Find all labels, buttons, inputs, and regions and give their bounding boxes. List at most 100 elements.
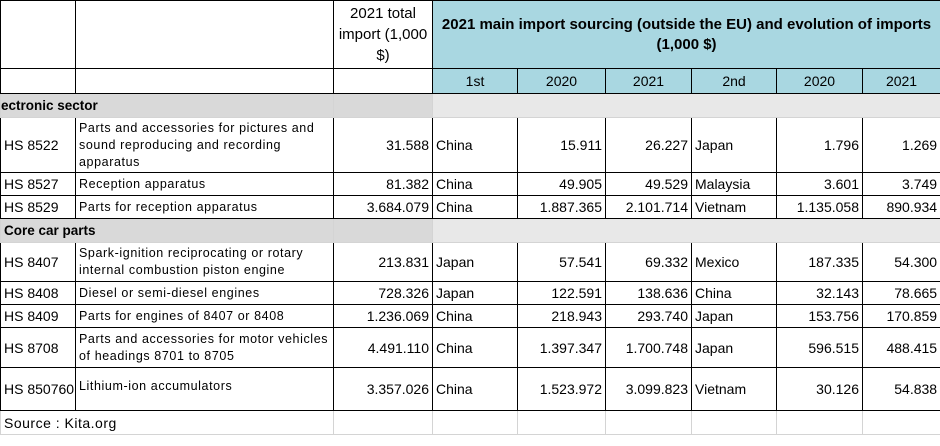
product-description: Reception apparatus <box>75 172 334 196</box>
total-import: 81.382 <box>333 172 433 196</box>
empty-cell <box>691 410 777 435</box>
subheader-empty-code <box>0 68 76 94</box>
second-2020: 1.135.058 <box>776 195 863 219</box>
empty-cell <box>333 410 433 435</box>
second-2021: 3.749 <box>861 172 940 196</box>
col-header-2nd: 2nd <box>691 68 777 94</box>
first-country: Japan <box>432 281 518 305</box>
first-2021: 69.332 <box>605 242 692 282</box>
second-2021: 54.300 <box>861 242 940 282</box>
empty-cell <box>517 410 606 435</box>
first-country: China <box>432 327 518 368</box>
second-2020: 153.756 <box>776 304 863 328</box>
second-country: Vietnam <box>691 195 777 219</box>
first-2020: 218.943 <box>517 304 606 328</box>
second-2020: 30.126 <box>776 367 863 411</box>
second-2021: 890.934 <box>861 195 940 219</box>
source-note: Source : Kita.org <box>0 410 334 435</box>
section-row-car-parts: Core car parts <box>0 218 940 243</box>
col-header-2020-first: 2020 <box>517 68 606 94</box>
hs-code: HS 8522 <box>0 117 76 173</box>
product-description: Spark-ignition reciprocating or rotary i… <box>75 242 334 282</box>
second-country: Japan <box>691 304 777 328</box>
subheader-empty-desc <box>75 68 334 94</box>
total-import: 31.588 <box>333 117 433 173</box>
total-import: 3.357.026 <box>333 367 433 411</box>
hs-code: HS 8409 <box>0 304 76 328</box>
second-2020: 1.796 <box>776 117 863 173</box>
second-country: Japan <box>691 117 777 173</box>
first-2020: 1.397.347 <box>517 327 606 368</box>
first-2020: 57.541 <box>517 242 606 282</box>
total-import: 1.236.069 <box>333 304 433 328</box>
empty-cell <box>861 410 940 435</box>
first-country: China <box>432 172 518 196</box>
source-row: Source : Kita.org <box>0 410 940 435</box>
first-2020: 1.523.972 <box>517 367 606 411</box>
second-2021: 170.859 <box>861 304 940 328</box>
hs-code: HS 8529 <box>0 195 76 219</box>
header-empty-desc <box>75 0 334 69</box>
section-label-car-parts: Core car parts <box>0 218 334 243</box>
header-total-import: 2021 total import (1,000 $) <box>333 0 433 69</box>
subheader-empty-total <box>333 68 433 94</box>
product-description: Parts and accessories for motor vehicles… <box>75 327 334 368</box>
first-2020: 122.591 <box>517 281 606 305</box>
second-country: China <box>691 281 777 305</box>
hs-code: HS 8407 <box>0 242 76 282</box>
col-header-1st: 1st <box>432 68 518 94</box>
first-2020: 49.905 <box>517 172 606 196</box>
first-2021: 138.636 <box>605 281 692 305</box>
first-2021: 2.101.714 <box>605 195 692 219</box>
first-2021: 49.529 <box>605 172 692 196</box>
empty-cell <box>776 410 863 435</box>
product-description: Parts for engines of 8407 or 8408 <box>75 304 334 328</box>
header-main-title: 2021 main import sourcing (outside the E… <box>431 0 940 69</box>
second-2020: 32.143 <box>776 281 863 305</box>
table-row: HS 8409 Parts for engines of 8407 or 840… <box>0 304 940 328</box>
second-2021: 488.415 <box>861 327 940 368</box>
table-row: HS 8527 Reception apparatus 81.382 China… <box>0 172 940 196</box>
table-row: HS 850760 Lithium-ion accumulators 3.357… <box>0 367 940 411</box>
second-2020: 596.515 <box>776 327 863 368</box>
table-row: HS 8408 Diesel or semi-diesel engines 72… <box>0 281 940 305</box>
first-2021: 26.227 <box>605 117 692 173</box>
second-country: Mexico <box>691 242 777 282</box>
first-country: China <box>432 304 518 328</box>
hs-code: HS 8408 <box>0 281 76 305</box>
section-filler <box>431 93 940 118</box>
subheader-row: 1st 2020 2021 2nd 2020 2021 <box>0 68 940 94</box>
table-row: HS 8708 Parts and accessories for motor … <box>0 327 940 368</box>
empty-cell <box>432 410 518 435</box>
second-country: Vietnam <box>691 367 777 411</box>
total-import: 728.326 <box>333 281 433 305</box>
hs-code: HS 8708 <box>0 327 76 368</box>
col-header-2020-second: 2020 <box>776 68 863 94</box>
second-2020: 3.601 <box>776 172 863 196</box>
second-country: Japan <box>691 327 777 368</box>
header-row: 2021 total import (1,000 $) 2021 main im… <box>0 0 940 69</box>
total-import: 4.491.110 <box>333 327 433 368</box>
first-2021: 3.099.823 <box>605 367 692 411</box>
first-country: Japan <box>432 242 518 282</box>
empty-cell <box>605 410 692 435</box>
second-2021: 1.269 <box>861 117 940 173</box>
first-country: China <box>432 367 518 411</box>
section-filler <box>333 93 433 118</box>
product-description: Diesel or semi-diesel engines <box>75 281 334 305</box>
product-description: Lithium-ion accumulators <box>75 367 334 411</box>
import-sourcing-table: 2021 total import (1,000 $) 2021 main im… <box>0 0 940 435</box>
total-import: 213.831 <box>333 242 433 282</box>
total-import: 3.684.079 <box>333 195 433 219</box>
hs-code: HS 850760 <box>0 367 76 411</box>
col-header-2021-second: 2021 <box>861 68 940 94</box>
section-filler <box>333 218 433 243</box>
col-header-2021-first: 2021 <box>605 68 692 94</box>
second-2021: 54.838 <box>861 367 940 411</box>
first-2021: 1.700.748 <box>605 327 692 368</box>
section-label-electronic: ectronic sector <box>0 93 334 118</box>
table-row: HS 8522 Parts and accessories for pictur… <box>0 117 940 173</box>
second-country: Malaysia <box>691 172 777 196</box>
first-2020: 1.887.365 <box>517 195 606 219</box>
